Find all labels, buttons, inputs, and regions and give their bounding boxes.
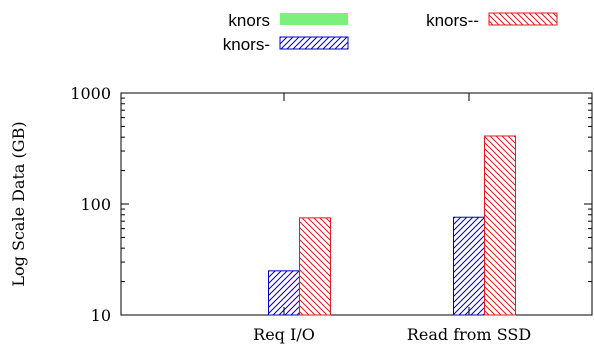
legend-label: knors-- — [426, 11, 479, 30]
legend-label: knors — [228, 11, 270, 30]
legend-swatch — [280, 13, 348, 25]
bars — [268, 93, 516, 316]
y-tick-label: 1000 — [70, 84, 111, 103]
legend-item-knors: knors — [228, 11, 348, 30]
legend-label: knors- — [223, 35, 270, 54]
x-tick-label: Read from SSD — [407, 325, 531, 344]
legend: knors knors- knors-- — [223, 11, 558, 54]
y-ticks: 10 100 1000 — [70, 84, 592, 325]
legend-item-knors-minus: knors- — [223, 35, 349, 54]
legend-swatch — [279, 36, 349, 50]
legend-swatch — [488, 12, 558, 26]
y-axis-label: Log Scale Data (GB) — [9, 121, 28, 286]
bar-knorsminusminus-0 — [299, 217, 331, 316]
bar-knorsminusminus-1 — [484, 135, 516, 316]
x-tick-label: Req I/O — [253, 325, 315, 344]
y-tick-label: 100 — [80, 195, 111, 214]
legend-item-knors-minus-minus: knors-- — [426, 11, 558, 30]
y-tick-label: 10 — [91, 306, 111, 325]
plot-frame — [120, 92, 593, 316]
bar-knorsminus-1 — [453, 216, 485, 316]
x-tick-labels: Req I/O Read from SSD — [253, 325, 531, 344]
